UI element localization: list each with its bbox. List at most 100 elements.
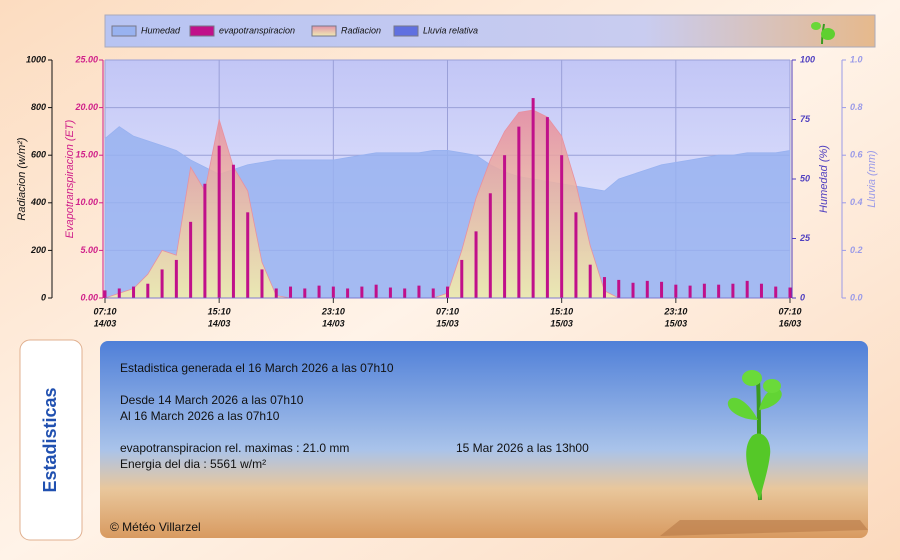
bar [688,285,692,298]
y-tick-label: 800 [31,102,46,112]
y-tick-label: 0 [41,292,46,302]
stats-tab-title: Estadisticas [40,387,60,492]
bar [531,98,535,298]
y-tick-label: 200 [30,245,46,255]
y-tick-label: 0.2 [850,245,863,255]
legend-swatch [111,25,137,37]
legend-label: Humedad [141,25,181,35]
x-tick-label: 15:10 [208,306,231,316]
y-tick-label: 1000 [26,54,46,64]
stats-from: Desde 14 March 2026 a las 07h10 [120,393,304,407]
y-tick-label: 0.4 [850,197,863,207]
bar [731,283,735,298]
x-tick-date: 15/03 [436,318,459,328]
bar [246,212,250,298]
stats-to: Al 16 March 2026 a las 07h10 [120,409,280,423]
x-tick-date: 14/03 [322,318,345,328]
y-tick-label: 0.6 [850,150,864,160]
bar [231,164,235,298]
bar [160,269,164,298]
bar [317,285,321,298]
bar [189,221,193,298]
y-tick-label: 5.00 [80,245,98,255]
legend-label: Radiacion [341,25,381,35]
bar [560,155,564,298]
x-tick-date: 14/03 [94,318,117,328]
y-axis-title: Radiacion (w/m²) [16,137,28,220]
x-tick-date: 15/03 [550,318,573,328]
bar [360,286,364,298]
x-tick-date: 16/03 [779,318,802,328]
y-axis-title: Evapotranspiracion (ET) [64,119,76,238]
legend-label: Lluvia relativa [423,25,478,35]
y-tick-label: 25.00 [74,54,98,64]
stats-plant [660,370,868,536]
x-tick-label: 07:10 [436,306,459,316]
x-tick-label: 23:10 [321,306,345,316]
bar [417,285,421,298]
legend-swatch [311,25,337,37]
y-axis-title: Lluvia (mm) [866,150,878,208]
bar [759,283,763,298]
bar [588,264,592,298]
bar [303,288,307,298]
bar [503,155,507,298]
stats-energy: Energia del dia : 5561 w/m² [120,457,266,471]
stats-max: evapotranspiracion rel. maximas : 21.0 m… [120,441,349,455]
bar [217,145,221,298]
y-tick-label: 10.00 [75,197,98,207]
y-tick-label: 15.00 [75,150,98,160]
y-tick-label: 0 [800,292,805,302]
bar [132,286,136,298]
bar [674,284,678,298]
bar [274,288,278,298]
bar [103,290,107,298]
y-tick-label: 400 [30,197,46,207]
bar [374,284,378,298]
x-tick-label: 07:10 [778,306,801,316]
y-tick-label: 0.0 [850,292,863,302]
legend-swatch [393,25,419,37]
bar [660,281,664,298]
y-tick-label: 600 [31,150,46,160]
copyright: © Météo Villarzel [110,520,201,534]
x-tick-label: 15:10 [550,306,573,316]
stats-tab [19,339,83,541]
bar [774,286,778,298]
x-tick-date: 14/03 [208,318,231,328]
bar [788,287,792,298]
bar [403,288,407,298]
legend-label: evapotranspiracion [219,25,295,35]
bar [117,288,121,298]
legend-plant [811,22,835,45]
bar [446,286,449,298]
bar [574,212,578,298]
bar [631,282,635,298]
bar [174,259,178,298]
y-tick-label: 20.00 [74,102,98,112]
bar [289,286,293,298]
bar [431,288,435,298]
bar [260,269,264,298]
bar [460,259,464,298]
y-tick-label: 0.00 [80,292,98,302]
y-tick-label: 1.0 [850,54,863,64]
bar [702,283,706,298]
bar [488,193,492,298]
bar [346,288,350,298]
stats-max-time: 15 Mar 2026 a las 13h00 [456,441,589,455]
x-tick-label: 23:10 [663,306,687,316]
legend-box [104,14,876,48]
y-tick-label: 100 [800,54,815,64]
bar [474,231,478,298]
y-tick-label: 75 [800,114,811,124]
y-axis-title: Humedad (%) [818,145,830,213]
bar [545,117,549,299]
stats-box [100,341,868,538]
x-tick-date: 15/03 [665,318,688,328]
legend-swatch [189,25,215,37]
bar [602,277,606,298]
bar [717,284,721,298]
